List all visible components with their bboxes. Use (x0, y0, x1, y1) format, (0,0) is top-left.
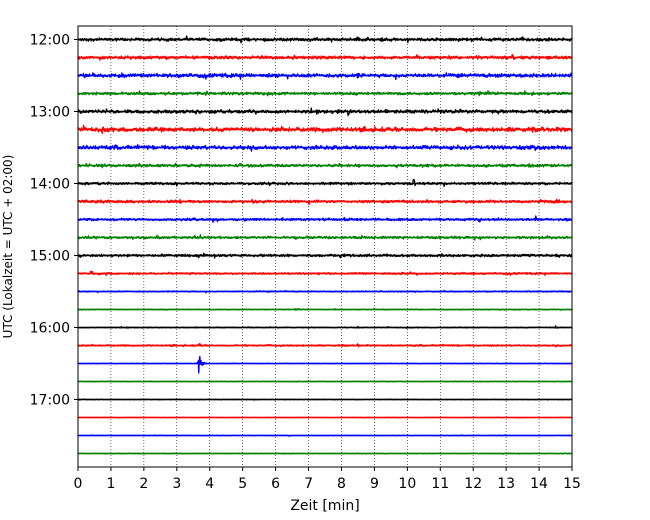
y-tick-label: 14:00 (30, 177, 70, 193)
x-tick-label: 10 (398, 476, 416, 492)
y-tick-label: 13:00 (30, 105, 70, 121)
plot-frame (77, 25, 573, 468)
x-tick-label: 12 (464, 476, 482, 492)
x-axis-ticks: 0 1 2 3 4 5 6 7 8 9 10 11 12 13 14 15 (74, 467, 581, 492)
y-tick-label: 12:00 (30, 33, 70, 49)
x-tick-label: 9 (370, 476, 379, 492)
x-axis-label: Zeit [min] (290, 498, 359, 514)
x-tick-label: 14 (530, 476, 548, 492)
x-tick-label: 6 (271, 476, 280, 492)
x-tick-label: 11 (431, 476, 449, 492)
x-tick-label: 1 (106, 476, 115, 492)
y-tick-label: 15:00 (30, 249, 70, 265)
x-tick-label: 8 (337, 476, 346, 492)
y-axis-label: UTC (Lokalzeit = UTC + 02:00) (1, 155, 15, 339)
x-tick-label: 0 (74, 476, 83, 492)
x-tick-label: 2 (139, 476, 148, 492)
x-tick-label: 7 (304, 476, 313, 492)
x-tick-label: 4 (205, 476, 214, 492)
trace-group (77, 35, 573, 455)
x-tick-label: 13 (497, 476, 515, 492)
x-tick-label: 3 (172, 476, 181, 492)
y-tick-label: 16:00 (30, 321, 70, 337)
x-tick-label: 15 (563, 476, 581, 492)
trace-1630 (77, 355, 573, 374)
y-axis-ticks: 12:00 13:00 14:00 15:00 16:00 17:00 (30, 33, 78, 409)
y-tick-label: 17:00 (30, 393, 70, 409)
x-tick-label: 5 (238, 476, 247, 492)
